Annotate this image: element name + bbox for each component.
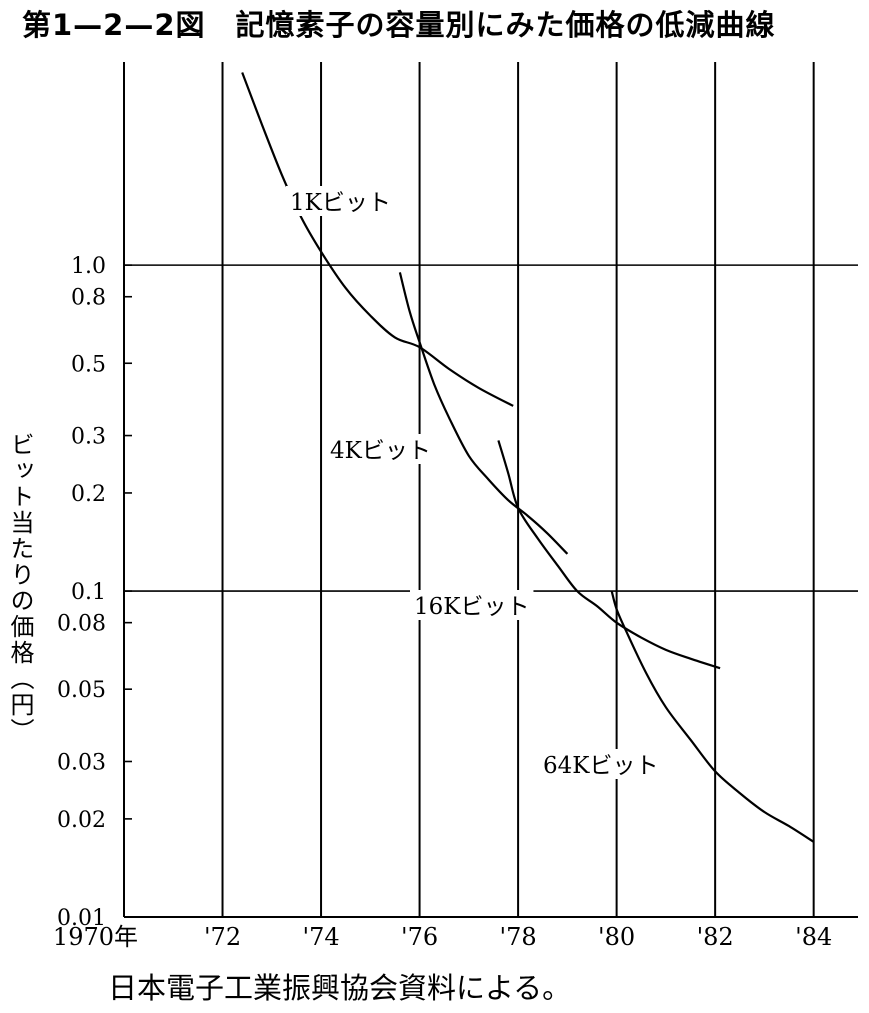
- x-tick-label: '78: [500, 923, 537, 951]
- x-tick-label: '74: [302, 923, 339, 951]
- chart-title: 第1—2—2図 記憶素子の容量別にみた価格の低減曲線: [22, 8, 776, 42]
- y-axis-label: ビット当たりの価格（円）: [6, 432, 34, 744]
- series-label-bg: [326, 434, 435, 464]
- x-tick-label: '80: [598, 923, 635, 951]
- y-tick-label: 0.08: [57, 612, 106, 637]
- series-labels: 1Kビット 4Kビット 16Kビット 64Kビット: [286, 186, 663, 779]
- series-line-1: [241, 72, 514, 407]
- x-tick-label: '72: [204, 923, 241, 951]
- series-label-bg: [410, 590, 534, 620]
- y-tick-label: 0.5: [71, 352, 106, 377]
- series-label-bg: [539, 749, 663, 779]
- y-tick-label: 0.01: [57, 906, 106, 931]
- y-tick-label: 0.02: [57, 808, 106, 833]
- y-tick-label: 0.2: [71, 482, 106, 507]
- source-note: 日本電子工業振興協会資料による。: [108, 971, 572, 1005]
- y-axis-ticks: 1.0 0.8 0.5 0.3 0.2 0.1 0.08 0.05 0.03 0.02 0.01: [57, 254, 132, 931]
- x-tick-label: '82: [697, 923, 734, 951]
- series-line-2: [398, 272, 569, 555]
- x-tick-label: 1970年: [53, 923, 138, 951]
- y-tick-label: 0.05: [57, 678, 106, 703]
- series-lines: [241, 72, 815, 843]
- series-label-bg: [286, 186, 395, 216]
- series-label-1: 1Kビット: [290, 190, 391, 216]
- series-label-4: 64Kビット: [543, 753, 658, 779]
- gridlines: [123, 62, 858, 917]
- y-tick-label: 0.1: [71, 580, 106, 605]
- series-label-3: 16Kビット: [414, 594, 529, 620]
- price-decline-chart: 1.0 0.8 0.5 0.3 0.2 0.1 0.08 0.05 0.03 0.02 0.01 1…: [53, 62, 858, 951]
- y-tick-label: 0.03: [57, 750, 106, 775]
- series-line-4: [610, 590, 815, 843]
- x-tick-label: '76: [401, 923, 438, 951]
- y-tick-label: 0.8: [71, 286, 106, 311]
- x-axis-ticks: 1970年 '72 '74 '76 '78 '80 '82 '84: [53, 923, 832, 951]
- series-label-2: 4Kビット: [330, 438, 431, 464]
- series-line-3: [497, 440, 721, 670]
- y-tick-label: 0.3: [71, 425, 106, 450]
- y-tick-label: 1.0: [71, 254, 106, 279]
- x-tick-label: '84: [795, 923, 832, 951]
